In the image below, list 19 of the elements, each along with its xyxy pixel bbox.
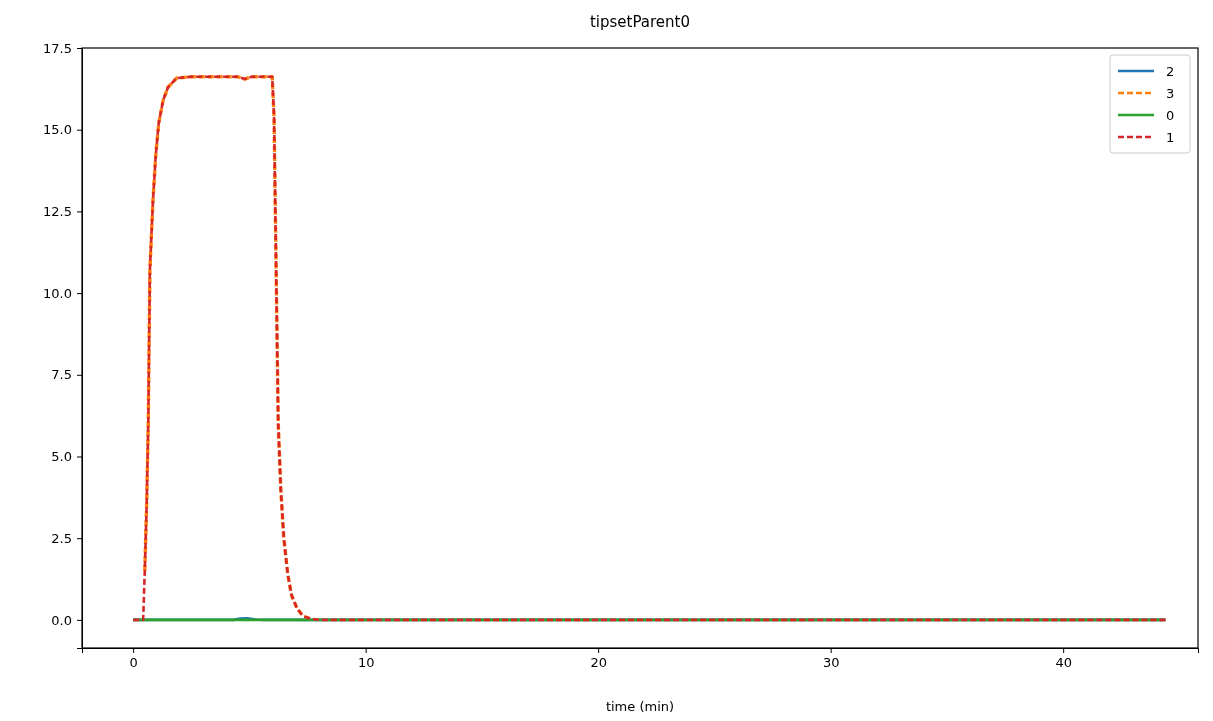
x-tick-label: 30 [822,655,840,671]
y-tick-label: 17.5 [43,40,72,56]
legend-label: 0 [1166,108,1175,123]
legend-label: 2 [1166,64,1175,79]
y-tick-label: 10.0 [43,285,72,301]
y-tick-label: 2.5 [51,530,72,546]
y-tick-label: 12.5 [43,204,72,220]
legend-label: 1 [1166,130,1175,145]
y-tick-label: 7.5 [51,367,72,383]
y-tick-label: 15.0 [43,122,72,138]
legend-label: 3 [1166,86,1175,101]
y-tick-label: 0.0 [51,612,72,628]
chart-title: tipsetParent0 [589,13,691,31]
x-tick-label: 20 [590,655,607,671]
x-axis-title: time (min) [605,699,675,714]
x-tick-label: 0 [129,655,138,671]
x-tick-label: 10 [357,655,375,671]
y-tick-label: 5.0 [51,449,72,465]
x-tick-label: 40 [1055,655,1072,671]
